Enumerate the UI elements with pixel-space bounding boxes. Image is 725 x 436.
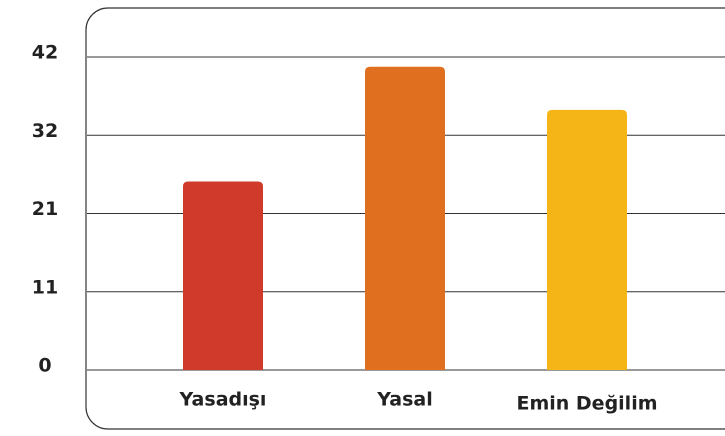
x-tick-label: Emin Değilim <box>516 393 657 415</box>
bar <box>547 109 627 371</box>
bar <box>183 181 263 370</box>
y-tick-label: 32 <box>32 120 58 142</box>
y-tick-label: 21 <box>32 198 58 220</box>
y-tick-label: 0 <box>38 355 51 377</box>
x-tick-label: Yasadışı <box>179 389 267 411</box>
y-tick-label: 42 <box>32 42 58 64</box>
chart-frame <box>85 7 725 430</box>
x-tick-label: Yasal <box>376 389 432 411</box>
bar <box>365 66 445 370</box>
y-tick-label: 11 <box>32 276 58 298</box>
